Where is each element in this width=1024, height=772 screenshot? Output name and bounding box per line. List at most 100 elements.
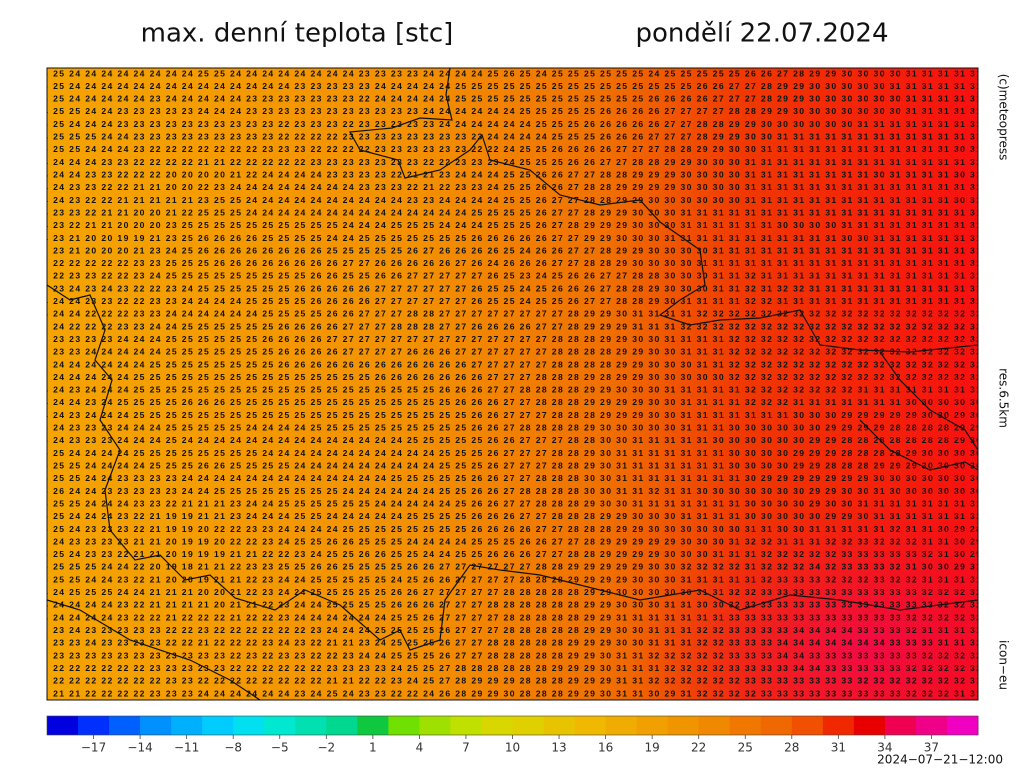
colorbar-segment xyxy=(760,716,793,735)
value-row: 24 24 24 24 24 23 22 21 21 21 21 20 21 2… xyxy=(37,600,981,610)
value-row: 23 23 24 23 23 23 23 23 22 22 23 22 22 2… xyxy=(37,625,981,635)
border-line xyxy=(47,284,978,651)
value-row: 22 22 22 22 22 22 22 22 23 23 22 22 22 2… xyxy=(37,676,981,686)
colorbar-tick-label: −17 xyxy=(81,741,106,755)
value-row: 25 25 24 23 23 23 22 21 19 19 20 22 22 2… xyxy=(37,524,981,534)
value-row: 23 23 23 23 23 24 24 24 25 25 25 25 25 2… xyxy=(37,334,981,344)
value-row: 25 25 24 24 24 23 22 21 19 19 21 21 23 2… xyxy=(37,511,981,521)
value-row: 23 24 24 24 24 24 24 25 25 25 25 25 25 2… xyxy=(37,359,981,369)
colorbar-tick-label: 13 xyxy=(551,741,566,755)
value-row: 25 26 24 24 23 23 23 23 23 24 24 25 25 2… xyxy=(37,486,981,496)
colorbar-segment xyxy=(915,716,948,735)
colorbar-tick-label: −8 xyxy=(224,741,242,755)
value-row: 23 24 22 22 22 23 23 24 24 25 25 25 25 2… xyxy=(37,321,981,331)
value-row: 24 24 24 24 23 23 22 22 22 22 21 21 22 2… xyxy=(37,157,981,167)
colorbar-tick-label: 19 xyxy=(645,741,660,755)
value-row: 25 24 23 23 23 23 21 21 20 19 19 20 22 2… xyxy=(37,536,981,546)
colorbar-segment xyxy=(326,716,358,735)
colorbar-segment xyxy=(574,716,607,735)
value-row: 25 24 23 23 23 24 24 24 25 24 24 24 24 2… xyxy=(37,435,981,445)
value-row: 23 23 24 23 24 23 22 22 23 24 25 25 25 2… xyxy=(37,283,981,293)
colorbar-tick-label: 7 xyxy=(462,741,470,755)
colorbar-segment xyxy=(233,716,265,735)
value-row: 25 25 24 24 24 24 24 24 24 24 24 24 24 2… xyxy=(37,81,981,91)
map-hot-area xyxy=(47,68,978,700)
colorbar-tick-label: 22 xyxy=(691,741,706,755)
colorbar-segment xyxy=(543,716,576,735)
colorbar-segment xyxy=(109,716,141,735)
value-row: 23 23 21 20 20 20 21 23 24 25 26 26 26 2… xyxy=(37,245,981,255)
border-line xyxy=(349,68,978,353)
value-row: 24 25 25 24 24 23 23 23 23 23 24 24 24 2… xyxy=(37,106,981,116)
title: max. denní teplota [stc] xyxy=(141,19,454,49)
colorbar-segment xyxy=(636,716,669,735)
colorbar: −17 −14 −11 −8 −5 −2 1 4 7 10 13 16 19 22 25 28 31 34 37 xyxy=(46,715,979,755)
border-line xyxy=(47,599,261,700)
colorbar-segment xyxy=(791,716,824,735)
value-row: 25 25 25 24 24 24 23 23 22 21 21 21 23 2… xyxy=(37,498,981,508)
value-row: 24 24 23 22 22 21 21 21 21 21 23 25 25 2… xyxy=(37,195,981,205)
colorbar-tick-label: 16 xyxy=(598,741,613,755)
colorbar-segment xyxy=(946,716,979,735)
colorbar-tick-label: −11 xyxy=(174,741,199,755)
colorbar-segment xyxy=(140,716,172,735)
colorbar-tick-label: 34 xyxy=(877,741,892,755)
value-row: 24 24 23 24 24 24 25 25 25 25 25 25 25 2… xyxy=(37,385,981,395)
resolution-label: res.6.5km xyxy=(997,368,1011,428)
colorbar-tick-label: 28 xyxy=(784,741,799,755)
value-row: 24 24 23 23 22 22 21 21 20 20 22 23 24 2… xyxy=(37,182,981,192)
colorbar-segment xyxy=(605,716,638,735)
colorbar-segment xyxy=(667,716,700,735)
value-row: 21 21 21 22 22 22 22 23 23 23 24 24 24 2… xyxy=(37,688,981,698)
colorbar-segment xyxy=(357,716,389,735)
value-row: 22 22 22 22 22 22 22 23 23 23 23 23 22 2… xyxy=(37,663,981,673)
value-row: 25 25 25 25 24 24 22 20 19 18 21 21 22 2… xyxy=(37,562,981,572)
timestamp: 2024−07−21−12:00 xyxy=(877,753,1003,767)
value-grid: 25 25 24 24 24 24 24 24 24 24 25 25 24 2… xyxy=(37,68,981,698)
border-line xyxy=(859,351,978,471)
colorbar-segment xyxy=(512,716,545,735)
colorbar-segment xyxy=(481,716,513,735)
value-row: 23 22 23 23 22 22 23 24 25 25 25 25 25 2… xyxy=(37,271,981,281)
value-row: 23 23 23 24 23 23 23 23 22 22 21 22 22 2… xyxy=(37,638,981,648)
colorbar-segment xyxy=(822,716,855,735)
value-row: 25 25 24 24 24 23 23 23 23 23 23 23 23 2… xyxy=(37,119,981,129)
colorbar-segment xyxy=(853,716,886,735)
colorbar-segment xyxy=(729,716,762,735)
colorbar-segment xyxy=(419,716,451,735)
colorbar-tick-label: 25 xyxy=(738,741,753,755)
value-row: 25 25 25 24 24 23 23 23 23 24 24 24 24 2… xyxy=(37,473,981,483)
value-row: 24 23 21 20 20 19 19 21 23 25 26 26 26 2… xyxy=(37,233,981,243)
colorbar-segment xyxy=(264,716,296,735)
value-row: 25 25 24 24 24 24 24 23 24 24 24 24 24 2… xyxy=(37,94,981,104)
value-row: 25 24 23 23 23 24 24 24 25 25 25 25 25 2… xyxy=(37,423,981,433)
colorbar-segment xyxy=(202,716,234,735)
value-row: 25 25 24 24 24 24 25 25 25 25 25 25 25 2… xyxy=(37,448,981,458)
value-row: 24 24 23 24 24 24 25 25 25 25 25 25 25 2… xyxy=(37,410,981,420)
value-row: 24 23 23 22 21 21 20 20 21 22 25 25 25 2… xyxy=(37,207,981,217)
value-row: 23 23 23 23 23 23 23 23 23 23 23 23 22 2… xyxy=(37,650,981,660)
colorbar-tick-label: −2 xyxy=(317,741,335,755)
colorbar-tick-label: 31 xyxy=(831,741,846,755)
colorbar-tick-label: 1 xyxy=(369,741,377,755)
colorbar-segment xyxy=(450,716,482,735)
value-row: 25 25 24 24 24 24 24 24 24 24 25 25 24 2… xyxy=(37,68,981,78)
value-row: 25 25 25 24 24 23 22 21 20 20 19 21 21 2… xyxy=(37,574,981,584)
colorbar-tick-label: 4 xyxy=(416,741,424,755)
date: pondělí 22.07.2024 xyxy=(636,19,889,49)
map-frame xyxy=(46,67,979,701)
colorbar-segment xyxy=(78,716,110,735)
colorbar-segment xyxy=(698,716,731,735)
value-row: 23 24 24 24 24 24 25 25 25 25 25 25 25 2… xyxy=(37,372,981,382)
colorbar-segment xyxy=(884,716,917,735)
value-row: 24 24 24 22 22 22 23 23 24 24 24 24 24 2… xyxy=(37,309,981,319)
borders xyxy=(47,68,978,700)
value-row: 23 22 22 22 22 22 23 23 25 25 25 26 26 2… xyxy=(37,258,981,268)
value-row: 24 25 25 25 24 24 23 23 23 23 23 23 23 2… xyxy=(37,132,981,142)
value-row: 23 23 23 24 24 24 24 24 25 25 25 25 25 2… xyxy=(37,347,981,357)
colorbar-tick-label: −14 xyxy=(127,741,152,755)
value-row: 25 25 24 23 23 22 21 21 20 19 19 19 21 2… xyxy=(37,549,981,559)
colorbar-tick-label: 10 xyxy=(505,741,520,755)
